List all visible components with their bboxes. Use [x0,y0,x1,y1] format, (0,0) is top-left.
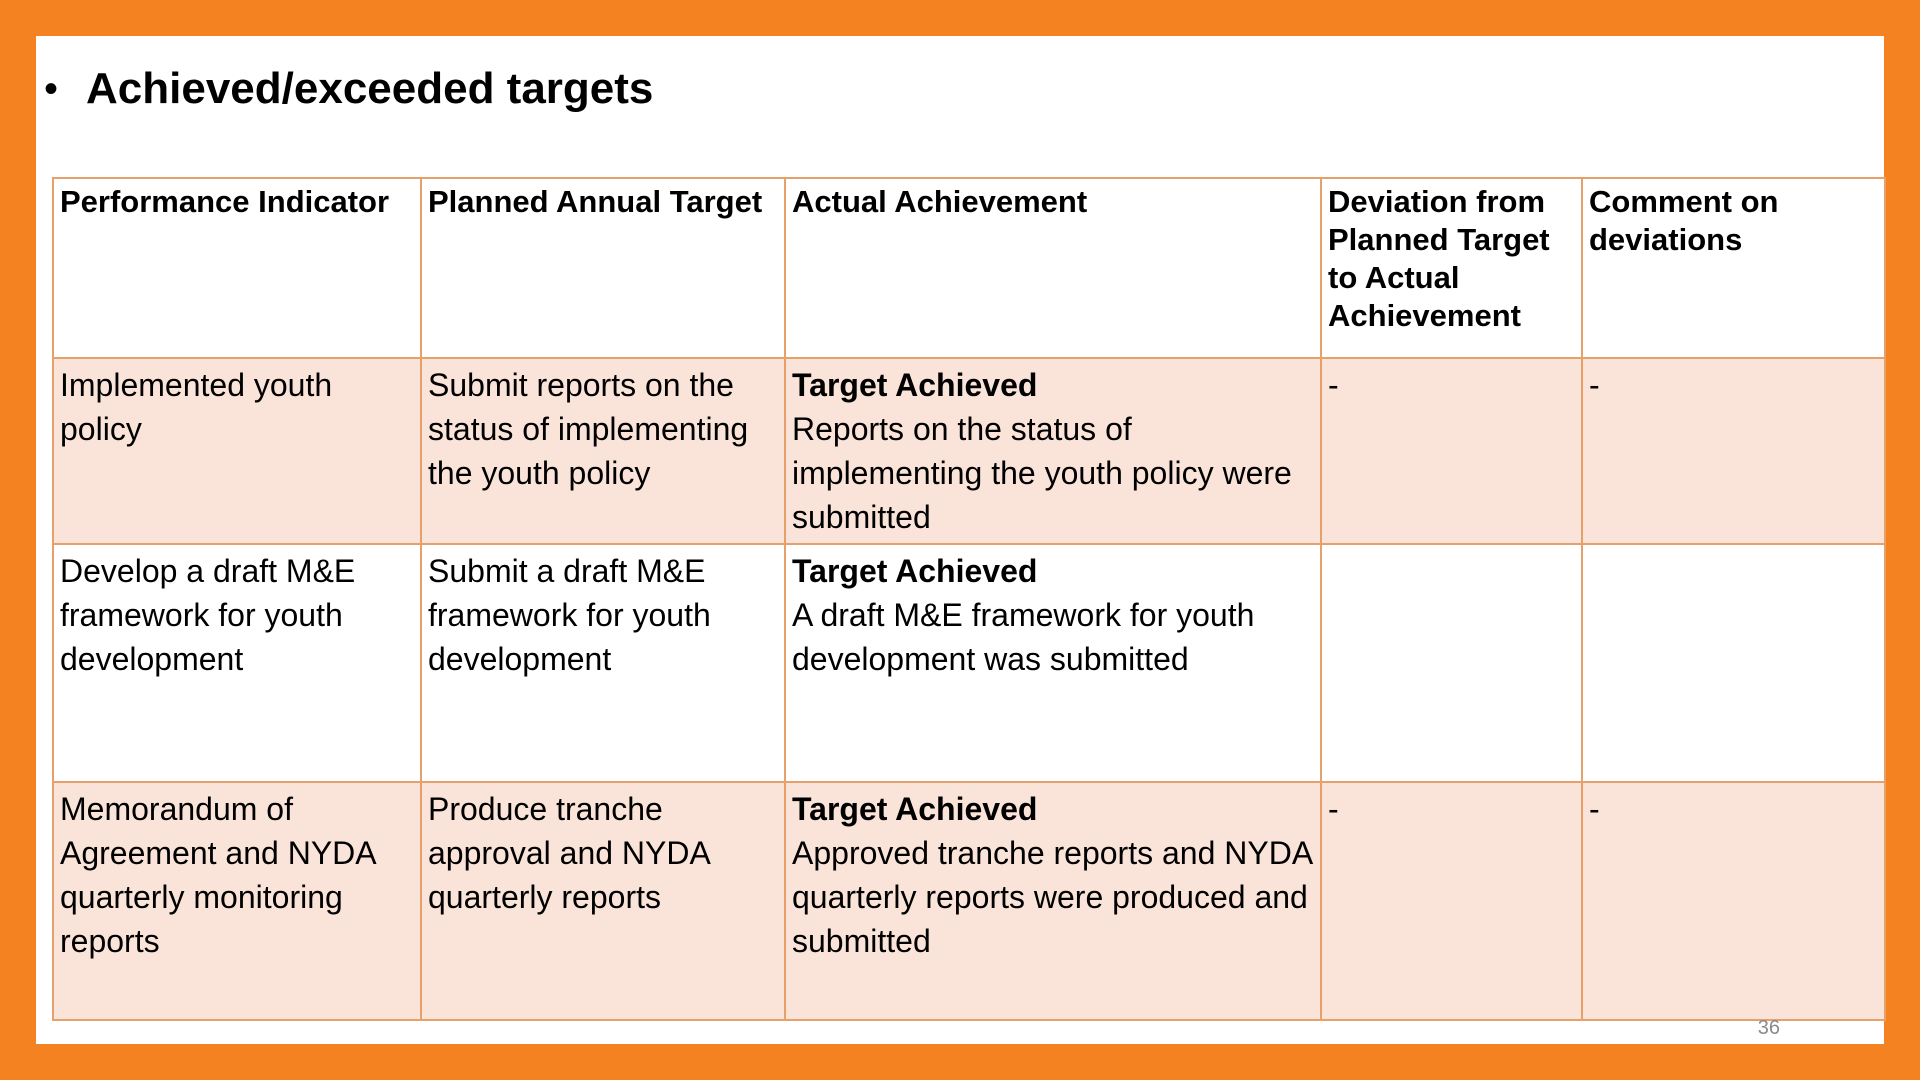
cell-comment: - [1581,781,1886,1021]
achievement-heading: Target Achieved [792,791,1038,827]
header-actual-achievement: Actual Achievement [784,177,1322,359]
header-performance-indicator: Performance Indicator [52,177,422,359]
cell-deviation [1320,543,1583,783]
achievement-text: Approved tranche reports and NYDA quarte… [792,835,1312,959]
cell-target: Submit a draft M&E framework for youth d… [420,543,786,783]
slide-title: • Achieved/exceeded targets [44,64,653,114]
targets-table: Performance Indicator Planned Annual Tar… [52,177,1886,1021]
cell-deviation: - [1320,781,1583,1021]
bullet-icon: • [44,66,59,111]
header-comment: Comment on deviations [1581,177,1886,359]
page-number: 36 [1757,1017,1780,1039]
cell-target: Produce tranche approval and NYDA quarte… [420,781,786,1021]
header-planned-annual-target: Planned Annual Target [420,177,786,359]
table-row: Memorandum of Agreement and NYDA quarter… [52,781,1886,1021]
cell-indicator: Implemented youth policy [52,357,422,545]
achievement-heading: Target Achieved [792,553,1038,589]
cell-achievement: Target Achieved Approved tranche reports… [784,781,1322,1021]
table-header-row: Performance Indicator Planned Annual Tar… [52,177,1886,359]
cell-target: Submit reports on the status of implemen… [420,357,786,545]
cell-indicator: Memorandum of Agreement and NYDA quarter… [52,781,422,1021]
cell-comment: - [1581,357,1886,545]
title-text: Achieved/exceeded targets [86,64,654,113]
achievement-text: Reports on the status of implementing th… [792,411,1292,535]
slide: • Achieved/exceeded targets Performance … [36,36,1886,1044]
achievement-heading: Target Achieved [792,367,1038,403]
cell-indicator: Develop a draft M&E framework for youth … [52,543,422,783]
cell-deviation: - [1320,357,1583,545]
cell-comment [1581,543,1886,783]
header-deviation: Deviation from Planned Target to Actual … [1320,177,1583,359]
cell-achievement: Target Achieved Reports on the status of… [784,357,1322,545]
table-row: Develop a draft M&E framework for youth … [52,543,1886,783]
achievement-text: A draft M&E framework for youth developm… [792,597,1255,677]
cell-achievement: Target Achieved A draft M&E framework fo… [784,543,1322,783]
table-row: Implemented youth policy Submit reports … [52,357,1886,545]
